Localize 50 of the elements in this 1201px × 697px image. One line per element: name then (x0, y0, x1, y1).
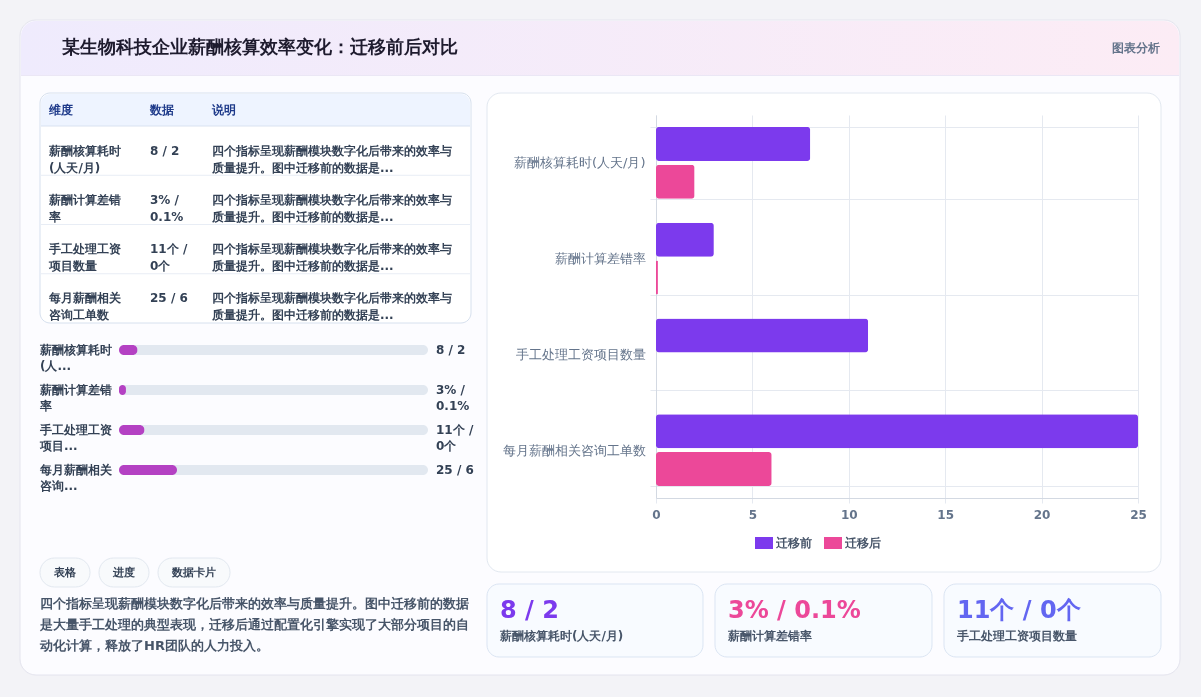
category-label: 数据卡片 (171, 565, 216, 579)
category-label: 维度 (48, 102, 73, 117)
text: 11个 / 0个 (957, 596, 1081, 624)
data-label: 3% / 0.1% (436, 383, 470, 413)
text: 手工处理工资项目数量 (956, 629, 1077, 643)
category-label: 说明 (211, 102, 236, 117)
data-label: 11个 / 0个 (436, 423, 474, 453)
text: 8 / 2 (500, 596, 559, 624)
text: 四个指标呈现薪酬模块数字化后带来的效率与质量提升。图中迁移前的数据是... (212, 192, 452, 224)
bar (656, 164, 695, 199)
bar (656, 452, 772, 487)
y-tick-label: 每月薪酬相关咨询工单数 (502, 442, 646, 458)
text: 四个指标呈现薪酬模块数字化后带来的效率与质量提升。图中迁移前的数据是... (212, 242, 452, 274)
category-label: 数据 (149, 102, 174, 117)
x-tick-label: 10 (840, 507, 858, 522)
category-label: 进度 (112, 565, 135, 579)
x-tick-label: 25 (1130, 507, 1147, 522)
text: 四个指标呈现薪酬模块数字化后带来的效率与质量提升。图中迁移前的数据是大量手工处理的典型表现，迁移后通过配置化引擎实现了大部分项目的自动化计算，释放了HR团队的人力投入。 (39, 596, 469, 653)
text: 某生物科技企业薪酬核算效率变化：迁移前后对比 (61, 36, 458, 57)
legend-label: 迁移后 (844, 536, 881, 550)
x-tick-label: 15 (937, 507, 955, 522)
bar (656, 414, 1138, 449)
x-tick-label: 5 (748, 507, 758, 522)
text: 3% / 0.1% (728, 596, 861, 624)
data-label: 25 / 6 (436, 463, 474, 477)
text: 图表分析 (1112, 41, 1160, 55)
text: 四个指标呈现薪酬模块数字化后带来的效率与质量提升。图中迁移前的数据是... (212, 291, 452, 323)
legend-label: 迁移前 (775, 536, 812, 550)
y-tick-label: 薪酬计算差错率 (554, 251, 646, 267)
y-tick-label: 手工处理工资项目数量 (515, 346, 646, 362)
bar (656, 318, 869, 353)
bar (119, 465, 177, 475)
text: 8 / 2 (150, 143, 180, 158)
category-label: 表格 (53, 565, 77, 579)
y-tick-label: 每月薪酬相关咨询... (39, 463, 113, 493)
text: 25 / 6 (150, 291, 188, 306)
x-tick-label: 20 (1033, 507, 1051, 522)
y-tick-label: 薪酬核算耗时(人... (39, 343, 112, 373)
text: 薪酬计算差错率 (727, 629, 812, 643)
y-tick-label: 薪酬计算差错率 (39, 383, 112, 413)
y-tick-label: 手工处理工资项目... (39, 423, 112, 453)
text: 11个 / 0个 (150, 242, 188, 274)
y-tick-label: 薪酬核算耗时(人天/月) (513, 155, 646, 171)
x-tick-label: 0 (652, 507, 661, 522)
bar (656, 126, 811, 161)
text: 四个指标呈现薪酬模块数字化后带来的效率与质量提升。图中迁移前的数据是... (212, 143, 452, 175)
bar (656, 222, 714, 257)
text: 薪酬核算耗时(人天/月) (499, 629, 624, 643)
data-label: 8 / 2 (436, 343, 466, 357)
text: 3% / 0.1% (150, 192, 184, 224)
